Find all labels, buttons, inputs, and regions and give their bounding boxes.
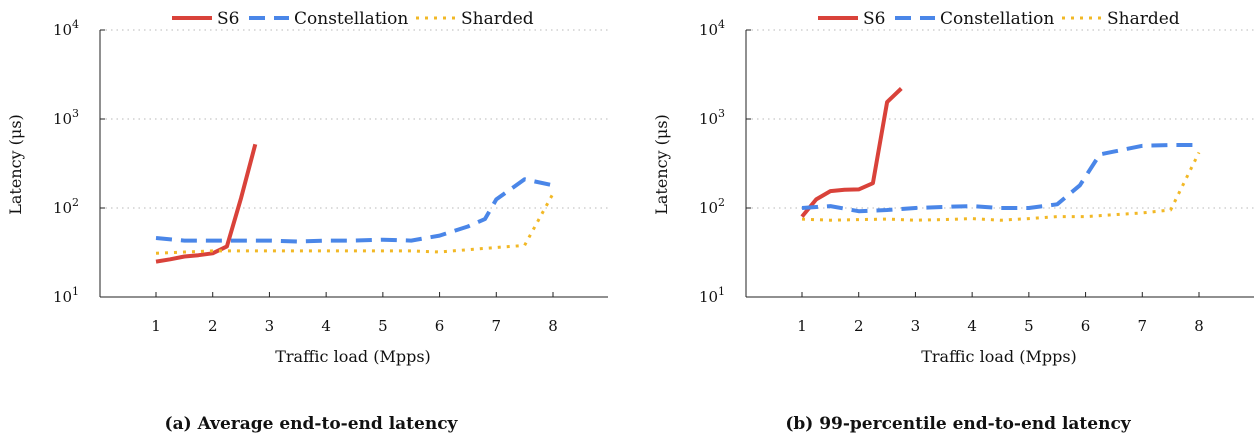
x-tick-label: 8 xyxy=(1194,317,1204,335)
x-tick-label: 7 xyxy=(492,317,502,335)
legend-label-sharded: Sharded xyxy=(461,9,534,29)
x-tick-label: 2 xyxy=(854,317,864,335)
series-line-sharded xyxy=(801,151,1201,222)
x-tick-label: 6 xyxy=(435,317,445,335)
y-tick-label: 104 xyxy=(699,18,725,39)
x-tick-label: 4 xyxy=(321,317,331,335)
legend-label-constellation: Constellation xyxy=(940,9,1054,29)
legend-label-constellation: Constellation xyxy=(294,9,408,29)
x-tick-label: 5 xyxy=(378,317,388,335)
x-tick-label: 2 xyxy=(208,317,218,335)
legend-label-s6: S6 xyxy=(217,9,239,29)
y-tick-label: 102 xyxy=(53,196,79,217)
legend-label-sharded: Sharded xyxy=(1107,9,1180,29)
y-tick-label: 101 xyxy=(699,285,725,306)
x-tick-label: 7 xyxy=(1138,317,1148,335)
y-tick-label: 104 xyxy=(53,18,79,39)
series-line-s6 xyxy=(155,143,258,264)
figure-caption: (b) 99-percentile end-to-end latency xyxy=(785,414,1131,434)
x-tick-label: 3 xyxy=(911,317,921,335)
chart-panel-1: 101 102 103 104 1 2 3 4 5 6 7 8 Traffic load (Mpps) L… xyxy=(6,9,608,434)
x-tick-label: 8 xyxy=(548,317,558,335)
x-tick-label: 3 xyxy=(265,317,275,335)
x-tick-label: 5 xyxy=(1024,317,1034,335)
y-tick-label: 102 xyxy=(699,196,725,217)
x-tick-label: 1 xyxy=(797,317,807,335)
legend-label-s6: S6 xyxy=(863,9,885,29)
x-axis-label: Traffic load (Mpps) xyxy=(921,347,1077,366)
x-axis-label: Traffic load (Mpps) xyxy=(275,347,431,366)
y-tick-label: 101 xyxy=(53,285,79,306)
chart-panel-2: 101 102 103 104 1 2 3 4 5 6 7 8 Traffic load (Mpps) L… xyxy=(652,9,1254,434)
series-line-constellation xyxy=(801,143,1199,214)
x-tick-label: 4 xyxy=(967,317,977,335)
y-axis-label: Latency (μs) xyxy=(6,114,25,215)
y-tick-label: 103 xyxy=(53,107,79,128)
x-tick-label: 6 xyxy=(1081,317,1091,335)
series-line-s6 xyxy=(800,87,903,218)
series-line-constellation xyxy=(155,177,554,244)
y-axis-label: Latency (μs) xyxy=(652,114,671,215)
series-line-sharded xyxy=(155,192,555,255)
y-tick-label: 103 xyxy=(699,107,725,128)
x-tick-label: 1 xyxy=(151,317,161,335)
figure-caption: (a) Average end-to-end latency xyxy=(165,414,459,434)
